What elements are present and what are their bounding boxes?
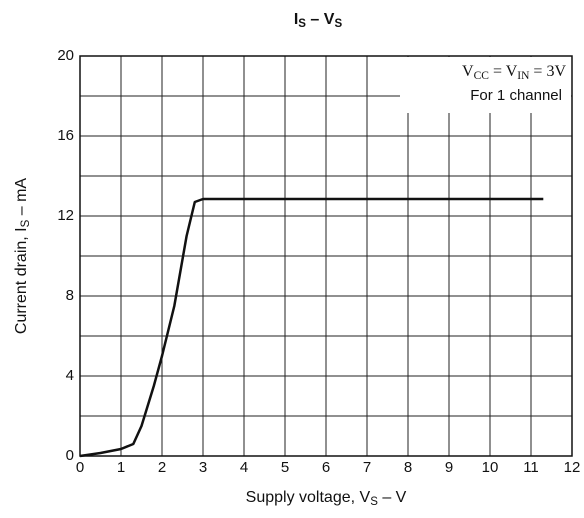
x-tick-label: 6 bbox=[322, 459, 330, 476]
annotation-part: IN bbox=[517, 70, 530, 82]
x-tick-label: 12 bbox=[564, 459, 581, 476]
annotation-part: CC bbox=[474, 70, 490, 82]
x-tick-label: 0 bbox=[76, 459, 84, 476]
y-tick-label: 0 bbox=[66, 447, 74, 464]
x-tick-label: 9 bbox=[445, 459, 453, 476]
x-tick-label: 7 bbox=[363, 459, 371, 476]
y-axis-title-part: – mA bbox=[13, 178, 30, 220]
x-tick-label: 3 bbox=[199, 459, 207, 476]
annotation-part: V bbox=[462, 63, 474, 80]
chart-title-part: I bbox=[294, 11, 298, 28]
annotation-part: = 3V bbox=[529, 63, 566, 80]
line bbox=[79, 197, 544, 458]
y-axis-title-part: S bbox=[20, 219, 32, 227]
chart-title: IS – VS bbox=[294, 11, 343, 30]
y-tick-label: 12 bbox=[57, 207, 74, 224]
annotation-background bbox=[400, 57, 571, 113]
chart-title-part: S bbox=[334, 18, 342, 30]
annotation: VCC = VIN = 3V bbox=[462, 63, 566, 82]
x-tick-label: 2 bbox=[158, 459, 166, 476]
y-tick-label: 8 bbox=[66, 287, 74, 304]
y-tick-label: 4 bbox=[66, 367, 74, 384]
annotation-part: = V bbox=[489, 63, 518, 80]
y-tick-label: 20 bbox=[57, 47, 74, 64]
x-tick-label: 1 bbox=[117, 459, 125, 476]
x-tick-label: 4 bbox=[240, 459, 248, 476]
chart-title-part: S bbox=[298, 18, 306, 30]
x-tick-label: 10 bbox=[482, 459, 499, 476]
x-axis-title-part: Supply voltage, V bbox=[246, 489, 371, 506]
plot-frame bbox=[79, 55, 573, 457]
annotation: For 1 channel bbox=[470, 87, 562, 104]
x-axis-title-part: – V bbox=[378, 489, 407, 506]
x-tick-label: 8 bbox=[404, 459, 412, 476]
x-axis-title-part: S bbox=[370, 496, 378, 508]
y-axis-title-part: Current drain, I bbox=[13, 227, 30, 334]
x-tick-label: 11 bbox=[523, 459, 539, 476]
y-axis-title: Current drain, IS – mA bbox=[13, 178, 32, 335]
x-tick-label: 5 bbox=[281, 459, 289, 476]
y-tick-label: 16 bbox=[57, 127, 74, 144]
x-axis-title: Supply voltage, VS – V bbox=[246, 489, 407, 508]
chart-title-part: – V bbox=[306, 11, 335, 28]
